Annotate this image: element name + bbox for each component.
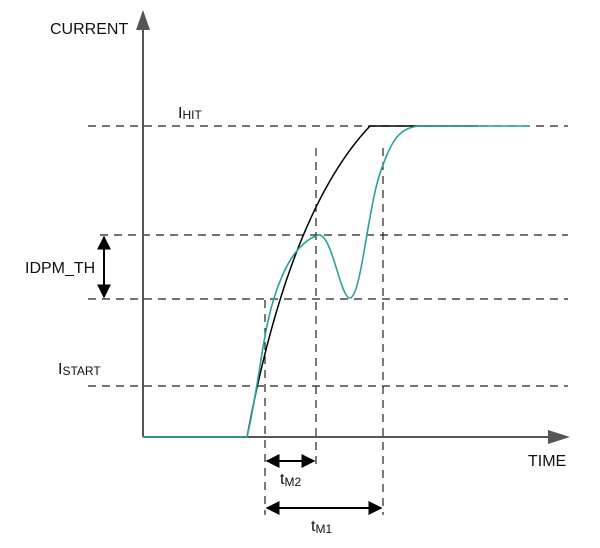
idpm-label: IDPM_TH	[25, 260, 95, 277]
tm1-label: tM1	[311, 518, 332, 536]
start-label: ISTART	[58, 361, 101, 378]
actual-current-curve	[143, 125, 530, 438]
ideal-current-curve	[246, 125, 478, 438]
label-main: I	[58, 361, 62, 378]
y-axis-arrow	[136, 10, 150, 30]
label-main: t	[280, 471, 285, 488]
label-sub: M1	[315, 522, 332, 536]
x-axis-label: TIME	[528, 453, 566, 470]
label-main: t	[311, 518, 316, 535]
label-main: I	[178, 105, 182, 122]
label-sub: HIT	[182, 108, 202, 122]
label-sub: START	[62, 364, 101, 378]
label-sub: M2	[284, 475, 301, 489]
tm2-label: tM2	[280, 471, 301, 489]
y-axis-label: CURRENT	[50, 21, 128, 38]
hit-label: IHIT	[178, 105, 202, 122]
x-axis-arrow	[548, 430, 570, 444]
